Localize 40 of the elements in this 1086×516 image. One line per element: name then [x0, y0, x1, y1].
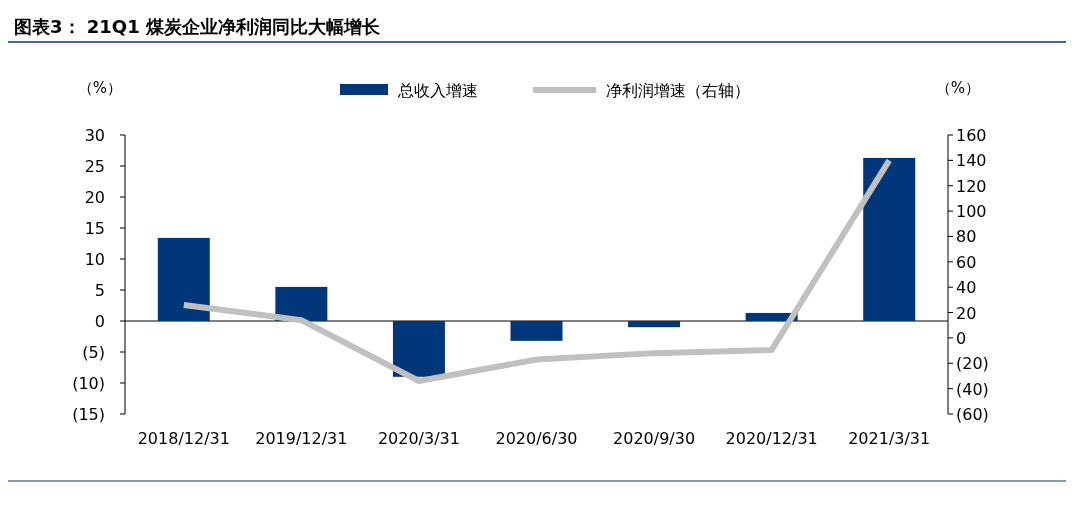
- y2-tick-label: 100: [956, 202, 987, 222]
- legend-label: 总收入增速: [397, 81, 478, 100]
- y2-tick-label: 160: [956, 126, 987, 145]
- x-tick-label: 2021/3/31: [848, 429, 931, 448]
- x-tick-label: 2020/9/30: [613, 429, 696, 448]
- y-tick-label: (10): [72, 374, 105, 393]
- y-tick-label: 25: [84, 157, 105, 176]
- y2-tick-label: 140: [956, 151, 987, 171]
- y-axis-title: （%）: [77, 79, 123, 97]
- y2-tick-label: 20: [956, 303, 977, 323]
- bar: [628, 321, 681, 328]
- y2-tick-label: 80: [956, 227, 977, 247]
- y2-tick-label: 60: [956, 252, 977, 272]
- y2-tick-label: (40): [956, 379, 989, 399]
- y2-tick-label: 40: [956, 278, 977, 298]
- legend-label: 净利润增速（右轴）: [606, 81, 750, 100]
- bar: [157, 237, 210, 321]
- y2-axis-title: （%）: [935, 79, 981, 97]
- y2-tick-label: 0: [956, 328, 967, 348]
- x-tick-label: 2019/12/31: [255, 429, 348, 448]
- chart-title: 图表3： 21Q1 煤炭企业净利润同比大幅增长: [14, 16, 381, 37]
- y-tick-label: (5): [82, 343, 105, 362]
- bar: [275, 286, 328, 321]
- y2-tick-label: (60): [956, 405, 989, 424]
- y-tick-label: 20: [84, 188, 105, 207]
- y-tick-label: 5: [94, 281, 105, 300]
- y-tick-label: 15: [84, 219, 105, 238]
- bar: [392, 321, 445, 377]
- x-tick-label: 2020/3/31: [377, 429, 460, 448]
- y2-tick-label: (20): [956, 354, 989, 374]
- bar: [510, 321, 563, 341]
- y-tick-label: (15): [72, 405, 105, 424]
- y-tick-label: 30: [84, 126, 105, 145]
- y-tick-label: 10: [84, 250, 105, 269]
- x-tick-label: 2018/12/31: [137, 429, 230, 448]
- y2-tick-label: 120: [956, 176, 987, 196]
- y-tick-label: 0: [94, 312, 105, 331]
- x-tick-label: 2020/12/31: [725, 429, 818, 448]
- x-tick-label: 2020/6/30: [495, 429, 578, 448]
- bar: [863, 157, 916, 321]
